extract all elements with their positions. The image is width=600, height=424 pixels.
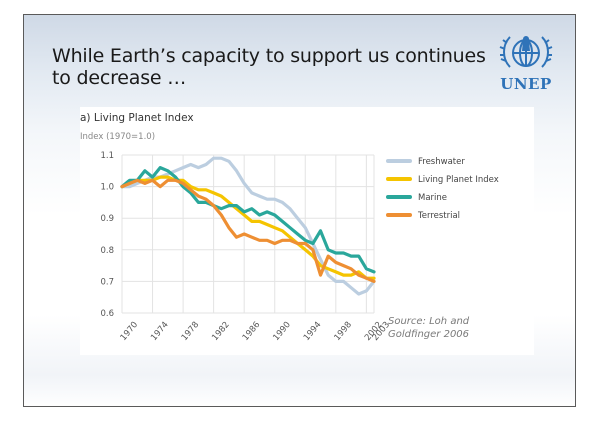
slide: While Earth’s capacity to support us con… — [23, 14, 576, 407]
logo-text: UNEP — [500, 75, 552, 93]
y-axis-label: Index (1970=1.0) — [80, 132, 155, 142]
unep-emblem-icon — [499, 36, 553, 68]
y-tick-label: 0.9 — [100, 214, 114, 224]
legend-label: Marine — [418, 193, 447, 203]
living-planet-index-chart: a) Living Planet Index Index (1970=1.0) … — [80, 112, 499, 343]
slide-title: While Earth’s capacity to support us con… — [52, 45, 486, 89]
x-tick-label: 1978 — [180, 320, 202, 343]
x-tick-label: 1974 — [149, 320, 171, 343]
legend-label: Living Planet Index — [418, 175, 499, 185]
legend-label: Freshwater — [418, 157, 465, 167]
series-lines — [120, 156, 376, 296]
x-tick-label: 1990 — [271, 320, 293, 343]
legend-label: Terrestrial — [417, 211, 460, 221]
x-tick-label: 1982 — [210, 320, 232, 343]
x-tick-label: 1998 — [332, 320, 354, 343]
unep-logo: UNEP — [494, 31, 558, 101]
y-tick-label: 0.6 — [100, 309, 114, 319]
series-line-living-planet-index — [120, 175, 376, 280]
series-line-marine — [120, 166, 376, 274]
chart-title: a) Living Planet Index — [80, 112, 194, 124]
y-tick-label: 1.1 — [100, 151, 114, 161]
legend: Freshwater Living Planet Index Marine Terre… — [386, 157, 499, 221]
source-note: Source: Loh and Goldfinger 2006 — [388, 316, 470, 340]
y-tick-label: 0.8 — [100, 246, 114, 256]
x-tick-label: 1970 — [119, 320, 141, 343]
y-tick-label: 0.7 — [100, 277, 114, 287]
y-tick-label: 1.0 — [100, 183, 114, 193]
chart-panel: a) Living Planet Index Index (1970=1.0) … — [80, 107, 534, 355]
series-line-terrestrial — [120, 178, 376, 283]
x-tick-label: 1986 — [241, 320, 263, 343]
x-tick-label: 1994 — [302, 320, 324, 343]
